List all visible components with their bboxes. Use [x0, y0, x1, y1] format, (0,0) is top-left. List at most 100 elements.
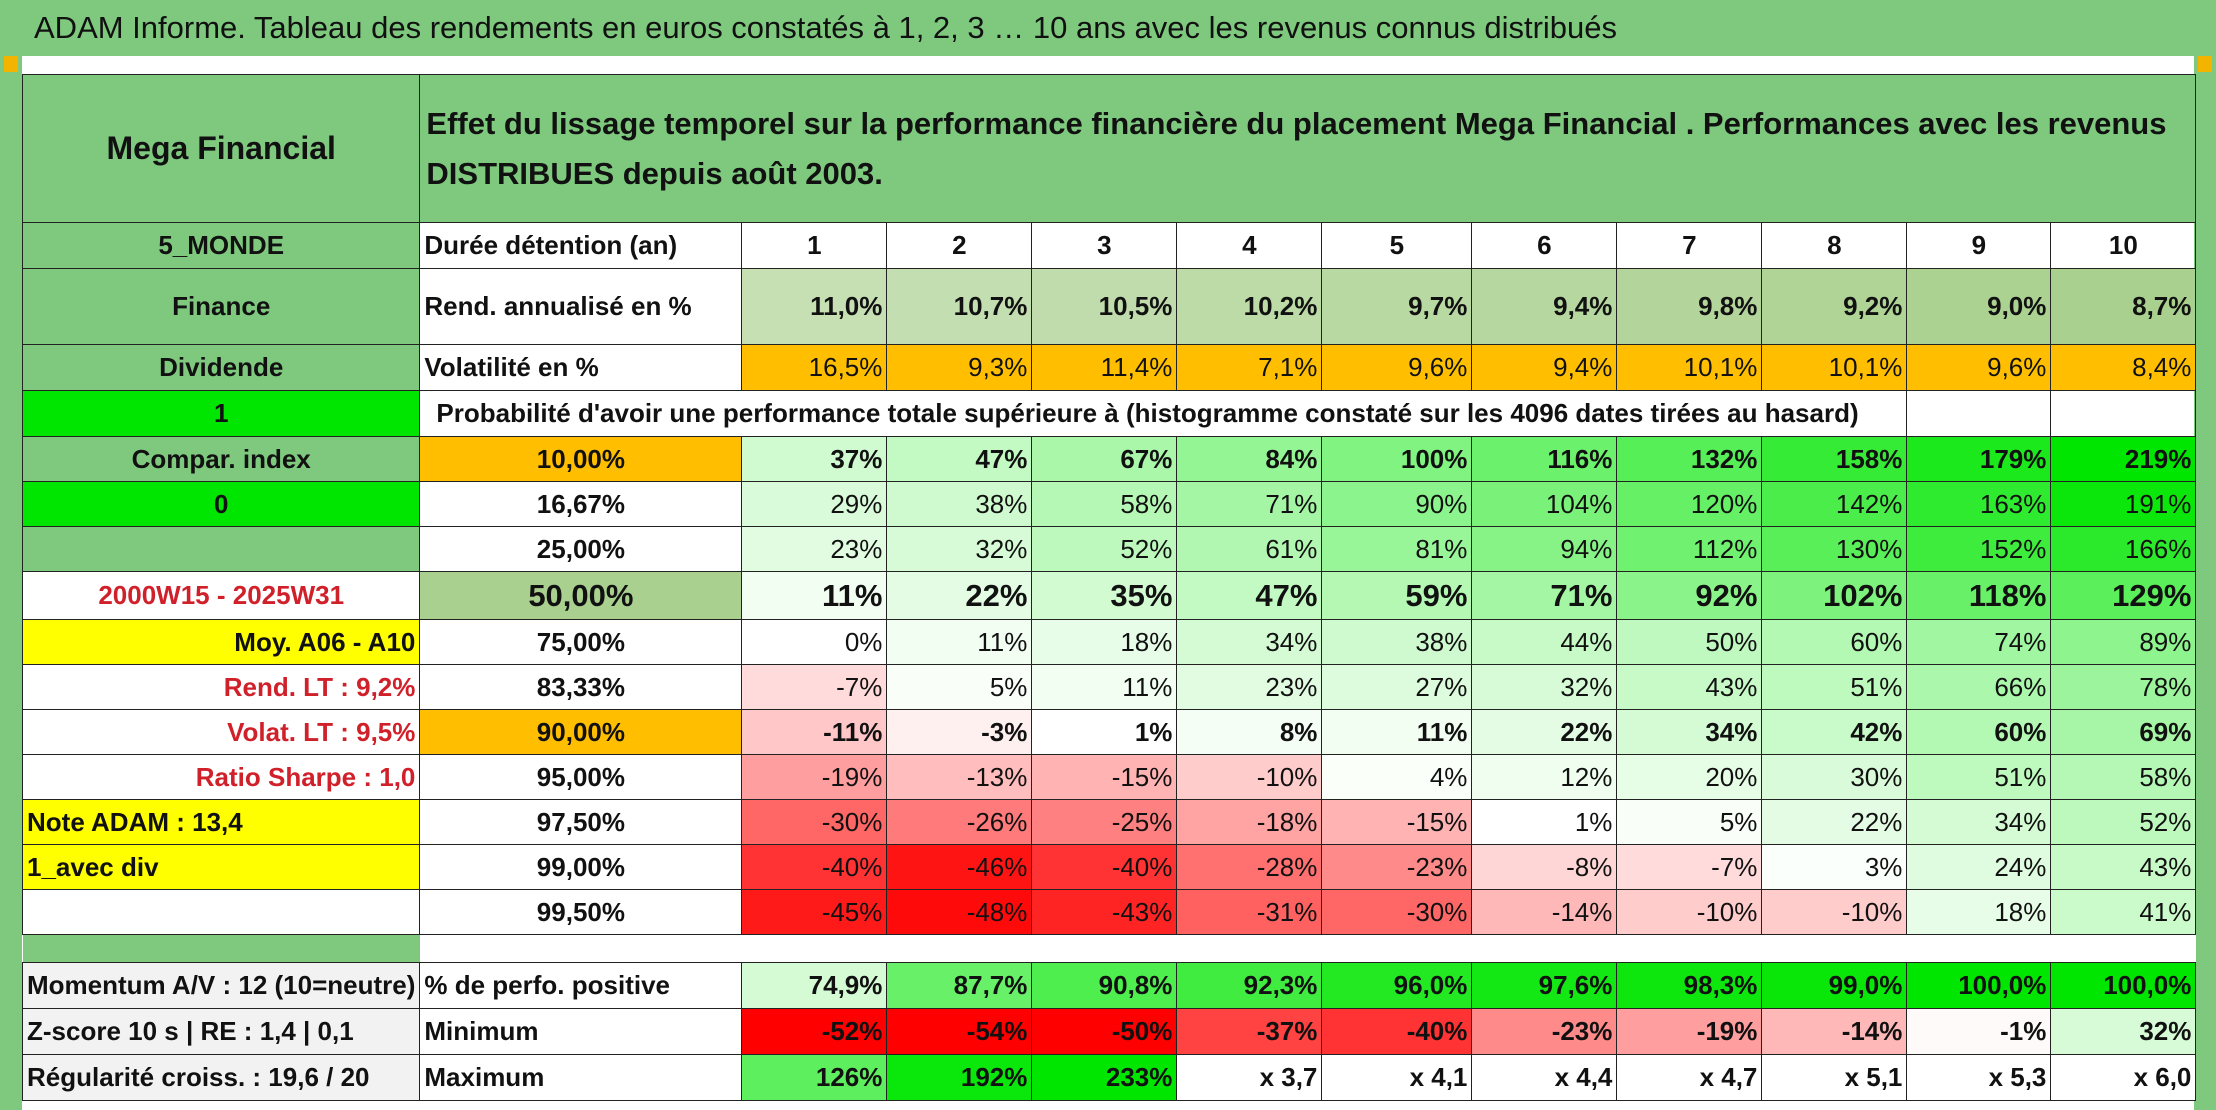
year-header-4: 4: [1176, 222, 1323, 269]
prob-value-5: 90%: [1321, 481, 1473, 527]
side-note: Note ADAM : 13,4: [21, 799, 421, 845]
prob-value-6: -8%: [1471, 844, 1618, 890]
min-label: Minimum: [419, 1008, 743, 1055]
vol-cell-10: 8,4%: [2050, 344, 2197, 391]
max-cell-5: x 4,1: [1321, 1054, 1473, 1101]
rend-cell-8: 9,2%: [1761, 268, 1908, 345]
side-volat-lt: Volat. LT : 9,5%: [21, 709, 421, 755]
prob-value-3: -15%: [1031, 754, 1178, 800]
income-label: Dividende: [21, 344, 421, 391]
prob-value-5: 59%: [1321, 571, 1473, 620]
prob-value-6: 71%: [1471, 571, 1618, 620]
prob-row: 99,50% -45% -48% -43% -31% -30% -14% -10% -10% 18…: [21, 889, 2197, 935]
vol-cell-8: 10,1%: [1761, 344, 1908, 391]
max-cell-3: 233%: [1031, 1054, 1178, 1101]
pos-label: % de perfo. positive: [419, 962, 743, 1009]
prob-value-1: -40%: [741, 844, 888, 890]
min-cell-5: -40%: [1321, 1008, 1473, 1055]
right-frame: [2194, 56, 2216, 1110]
prob-value-1: -30%: [741, 799, 888, 845]
prob-value-8: 51%: [1761, 664, 1908, 710]
side-sharpe: Ratio Sharpe : 1,0: [21, 754, 421, 800]
momentum-label: Momentum A/V : 12 (10=neutre): [21, 962, 421, 1009]
prob-value-2: -48%: [886, 889, 1033, 935]
prob-value-3: 18%: [1031, 619, 1178, 665]
prob-value-9: 163%: [1906, 481, 2052, 527]
prob-value-5: 100%: [1321, 436, 1473, 482]
prob-value-9: 66%: [1906, 664, 2052, 710]
prob-threshold: 25,00%: [419, 526, 743, 572]
prob-value-2: 22%: [886, 571, 1033, 620]
pos-cell-3: 90,8%: [1031, 962, 1178, 1009]
max-label: Maximum: [419, 1054, 743, 1101]
pos-cell-4: 92,3%: [1176, 962, 1323, 1009]
prob-value-3: 67%: [1031, 436, 1178, 482]
prob-value-7: 5%: [1616, 799, 1763, 845]
prob-value-8: 30%: [1761, 754, 1908, 800]
fund-name: Mega Financial: [21, 74, 421, 223]
prob-value-2: 11%: [886, 619, 1033, 665]
pos-cell-5: 96,0%: [1321, 962, 1473, 1009]
prob-value-6: 22%: [1471, 709, 1618, 755]
vol-cell-1: 16,5%: [741, 344, 888, 391]
spacer-green: [22, 934, 420, 963]
prob-value-4: 61%: [1176, 526, 1323, 572]
prob-value-8: 3%: [1761, 844, 1908, 890]
max-cell-2: 192%: [886, 1054, 1033, 1101]
left-frame: [0, 56, 22, 1110]
prob-row: Compar. index 10,00% 37% 47% 67% 84% 100% 116% 1…: [21, 436, 2197, 482]
min-cell-10: 32%: [2050, 1008, 2197, 1055]
empty-cell: [2050, 390, 2197, 437]
rend-cell-10: 8,7%: [2050, 268, 2197, 345]
prob-threshold: 83,33%: [419, 664, 743, 710]
prob-value-9: 51%: [1906, 754, 2052, 800]
prob-value-3: -43%: [1031, 889, 1178, 935]
prob-row: 25,00% 23% 32% 52% 61% 81% 94% 112% 130% 152% 166%: [21, 526, 2197, 572]
max-cell-1: 126%: [741, 1054, 888, 1101]
prob-row: Rend. LT : 9,2% 83,33% -7% 5% 11% 23% 27% 32% 43…: [21, 664, 2197, 710]
rend-cell-7: 9,8%: [1616, 268, 1763, 345]
year-header-7: 7: [1616, 222, 1763, 269]
min-cell-2: -54%: [886, 1008, 1033, 1055]
rend-cell-4: 10,2%: [1176, 268, 1323, 345]
prob-value-3: -25%: [1031, 799, 1178, 845]
rend-cell-6: 9,4%: [1471, 268, 1618, 345]
zscore-label: Z-score 10 s | RE : 1,4 | 0,1: [21, 1008, 421, 1055]
prob-value-4: 23%: [1176, 664, 1323, 710]
min-cell-4: -37%: [1176, 1008, 1323, 1055]
prob-value-7: 112%: [1616, 526, 1763, 572]
prob-row: 0 16,67% 29% 38% 58% 71% 90% 104% 120% 142% 163% 19…: [21, 481, 2197, 527]
prob-value-7: 34%: [1616, 709, 1763, 755]
pos-cell-6: 97,6%: [1471, 962, 1618, 1009]
prob-value-4: -10%: [1176, 754, 1323, 800]
min-cell-6: -23%: [1471, 1008, 1618, 1055]
category-label: 5_MONDE: [21, 222, 421, 269]
prob-row: Ratio Sharpe : 1,0 95,00% -19% -13% -15% -10%…: [21, 754, 2197, 800]
prob-value-10: 69%: [2050, 709, 2197, 755]
max-cell-8: x 5,1: [1761, 1054, 1908, 1101]
year-header-5: 5: [1321, 222, 1473, 269]
prob-value-2: 5%: [886, 664, 1033, 710]
prob-value-8: 142%: [1761, 481, 1908, 527]
prob-value-8: 22%: [1761, 799, 1908, 845]
prob-threshold: 50,00%: [419, 571, 743, 620]
side-moy: Moy. A06 - A10: [21, 619, 421, 665]
prob-row: Volat. LT : 9,5% 90,00% -11% -3% 1% 8% 11% 22% 3…: [21, 709, 2197, 755]
prob-value-8: 102%: [1761, 571, 1908, 620]
vol-cell-7: 10,1%: [1616, 344, 1763, 391]
prob-value-5: 27%: [1321, 664, 1473, 710]
prob-value-10: 166%: [2050, 526, 2197, 572]
max-cell-7: x 4,7: [1616, 1054, 1763, 1101]
year-header-8: 8: [1761, 222, 1908, 269]
prob-value-6: 44%: [1471, 619, 1618, 665]
prob-value-9: 18%: [1906, 889, 2052, 935]
prob-value-1: 29%: [741, 481, 888, 527]
prob-row: 1_avec div 99,00% -40% -46% -40% -28% -23% -8% -…: [21, 844, 2197, 890]
prob-value-3: 11%: [1031, 664, 1178, 710]
prob-value-5: 11%: [1321, 709, 1473, 755]
prob-value-1: 23%: [741, 526, 888, 572]
prob-value-1: 11%: [741, 571, 888, 620]
prob-value-4: 84%: [1176, 436, 1323, 482]
prob-value-7: 132%: [1616, 436, 1763, 482]
flag-one: 1: [21, 390, 421, 437]
